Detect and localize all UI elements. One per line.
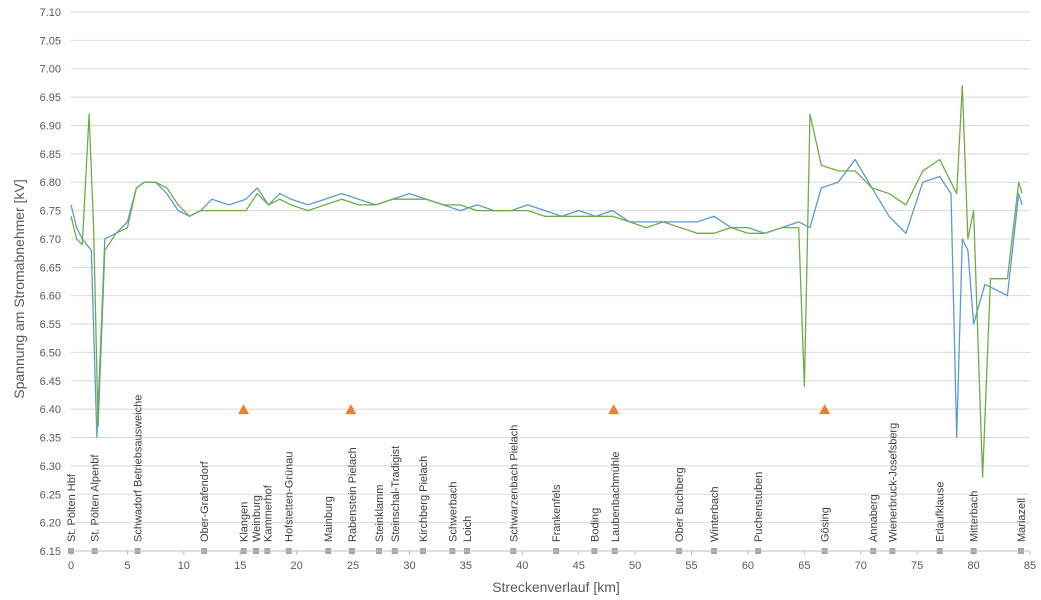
station-label: Steinschal-Tradigist [390,446,402,542]
station-label: Boding [590,508,602,542]
x-tick-label: 55 [685,560,697,572]
y-tick-label: 6.80 [40,177,61,189]
triangle-marker [345,404,357,415]
x-tick-label: 30 [403,560,415,572]
station-label: Laubenbachmühle [610,451,622,542]
y-tick-label: 6.85 [40,149,61,161]
station-label: Puchenstuben [753,472,765,542]
station-layer: St. Pölten Hbf St. Pölten Alpenbf Schwador… [66,395,1028,554]
x-tick-label: 20 [291,560,303,572]
y-tick-label: 6.55 [40,319,61,331]
station-label: Kammerhof [262,484,274,542]
x-tick-label: 50 [629,560,641,572]
station-label: St. Pölten Alpenbf [90,454,102,542]
station-label: Mainburg [323,496,335,542]
station-label: Mitterbach [969,491,981,542]
station-label: Winterbach [709,486,721,542]
y-tick-label: 7.00 [40,64,61,76]
x-tick-label: 5 [124,560,130,572]
marker-layer [238,404,831,415]
y-axis-title: Spannung am Stromabnehmer [kV] [11,179,27,398]
station-label: Klangen [239,502,251,542]
series-layer [70,85,1023,478]
y-tick-label: 6.70 [40,234,61,246]
station-label: Steinklamm [374,485,386,542]
y-tick-label: 6.90 [40,120,61,132]
y-tick-label: 6.60 [40,291,61,303]
x-tick-label: 35 [460,560,472,572]
x-tick-label: 85 [1024,560,1036,572]
station-label: Frankenfels [551,484,563,542]
y-tick-label: 6.25 [40,489,61,501]
y-tick-label: 6.95 [40,92,61,104]
series-line-2 [70,85,1023,478]
x-tick-label: 40 [516,560,528,572]
y-tick-label: 6.30 [40,461,61,473]
x-tick-label: 10 [178,560,190,572]
station-label: Rabenstein Pielach [347,447,359,542]
y-tick-label: 6.35 [40,433,61,445]
grid [71,11,1030,552]
y-tick-label: 6.20 [40,518,61,530]
station-label: Gösing [820,507,832,542]
station-label: Ober Buchberg [674,467,686,542]
station-label: Ober-Grafendorf [199,460,211,542]
station-label: Erlaufklause [935,481,947,542]
triangle-marker [608,404,620,415]
station-label: Hofstetten-Grünau [284,452,296,543]
station-label: St. Pölten Hbf [66,473,78,542]
triangle-marker [819,404,831,415]
x-tick-label: 60 [742,560,754,572]
station-label: Loich [462,516,474,542]
y-tick-label: 6.45 [40,376,61,388]
x-tick-label: 15 [234,560,246,572]
y-tick-label: 6.50 [40,347,61,359]
x-tick-label: 75 [911,560,923,572]
station-label: Annaberg [868,494,880,542]
station-label: Weinburg [251,495,263,542]
station-label: Kirchberg Pielach [418,456,430,542]
triangle-marker [238,404,250,415]
station-label: Wienerbruck-Josefsberg [887,423,899,542]
series-line-1 [70,158,1023,439]
y-tick-label: 7.05 [40,35,61,47]
x-tick-label: 70 [855,560,867,572]
x-tick-label: 65 [798,560,810,572]
station-label: Schwadorf Betriebsausweiche [133,395,145,542]
x-tick-label: 25 [347,560,359,572]
station-label: Mariazell [1016,498,1028,542]
x-tick-label: 45 [573,560,585,572]
y-tick-label: 7.10 [40,7,61,19]
y-axis-ticks: 6.15 6.20 6.25 6.30 6.35 6.40 6.45 6.50 6.55 6.60… [40,7,61,558]
y-tick-label: 6.75 [40,206,61,218]
x-axis-ticks: 0 5 10 15 20 25 30 35 40 45 50 55 60 65 70 75 80 85 [68,551,1036,572]
x-tick-label: 0 [68,560,74,572]
y-tick-label: 6.15 [40,546,61,558]
y-tick-label: 6.65 [40,262,61,274]
station-label: Schwarzenbach Pielach [508,425,520,542]
x-tick-label: 80 [967,560,979,572]
station-label: Schwerbach [447,481,459,542]
x-axis-title: Streckenverlauf [km] [492,579,620,595]
y-tick-label: 6.40 [40,404,61,416]
